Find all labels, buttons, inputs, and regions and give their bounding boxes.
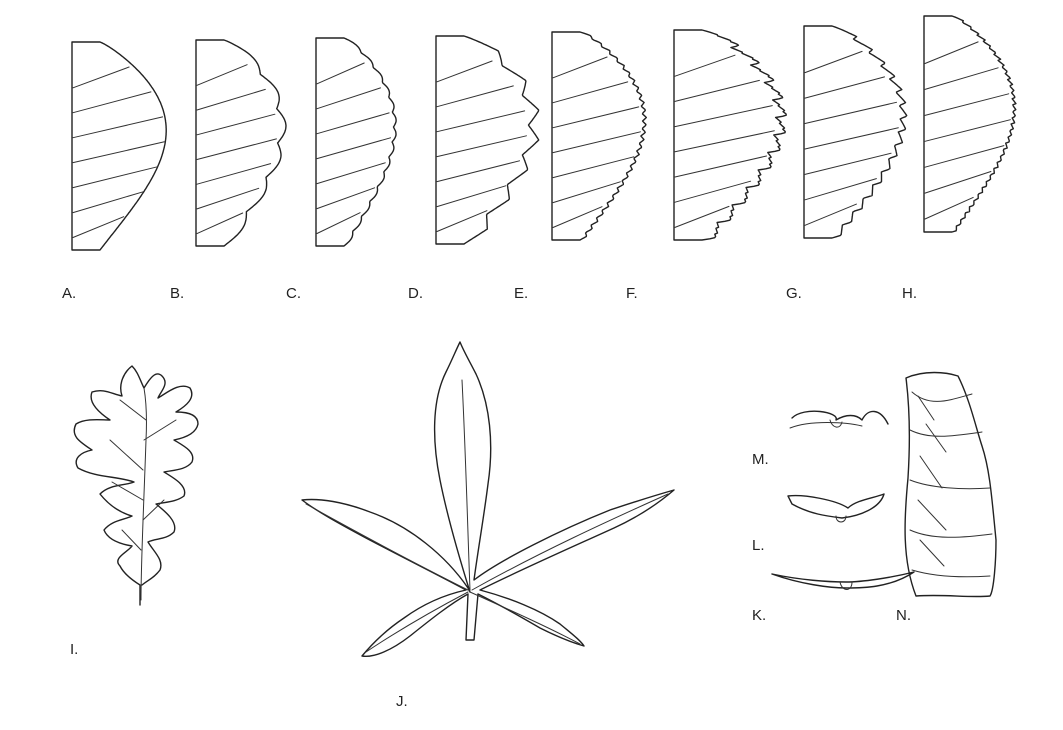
margin-outline-H bbox=[923, 15, 1017, 233]
margin-outline-G bbox=[803, 25, 908, 239]
margin-vein-E bbox=[552, 131, 641, 154]
margin-vein-A bbox=[72, 141, 165, 164]
margin-vein-H bbox=[924, 145, 1005, 168]
margin-vein-D bbox=[436, 135, 527, 158]
section-M-revolute bbox=[789, 410, 889, 429]
margin-vein-C bbox=[316, 87, 381, 110]
margin-vein-G bbox=[804, 152, 892, 175]
label-C: C. bbox=[286, 285, 301, 302]
margin-vein-D bbox=[436, 60, 493, 83]
margin-vein-B bbox=[196, 88, 266, 111]
margin-vein-F bbox=[674, 54, 736, 77]
margin-vein-D bbox=[436, 160, 520, 183]
margin-vein-A bbox=[72, 191, 144, 214]
label-I: I. bbox=[70, 641, 78, 658]
margin-vein-F bbox=[674, 205, 730, 228]
label-J: J. bbox=[396, 693, 408, 710]
margin-vein-B bbox=[196, 138, 277, 160]
margin-vein-A bbox=[72, 216, 125, 238]
margin-vein-G bbox=[804, 101, 897, 124]
margin-vein-A bbox=[72, 91, 152, 114]
margin-vein-G bbox=[804, 178, 877, 201]
margin-vein-C bbox=[316, 62, 365, 85]
label-E: E. bbox=[514, 285, 528, 302]
leaf-N-undulate bbox=[904, 371, 997, 598]
margin-outline-D bbox=[435, 35, 540, 245]
label-D: D. bbox=[408, 285, 423, 302]
margin-vein-G bbox=[804, 127, 899, 150]
label-F: F. bbox=[626, 285, 638, 302]
margin-outline-A bbox=[71, 41, 167, 251]
label-G: G. bbox=[786, 285, 802, 302]
margin-vein-C bbox=[316, 187, 376, 210]
margin-vein-D bbox=[436, 210, 488, 232]
margin-vein-F bbox=[674, 130, 775, 153]
margin-panels-group: A. B. C. D. E. F. G. H. bbox=[62, 15, 1017, 302]
margin-vein-H bbox=[924, 196, 974, 220]
leaf-J-palmate bbox=[301, 341, 675, 657]
margin-vein-E bbox=[552, 56, 608, 79]
margin-vein-C bbox=[316, 162, 386, 185]
margin-vein-G bbox=[804, 76, 885, 99]
label-L: L. bbox=[752, 537, 765, 554]
margin-outline-E bbox=[551, 31, 647, 241]
margin-vein-E bbox=[552, 106, 640, 129]
margin-vein-C bbox=[316, 212, 361, 234]
label-K: K. bbox=[752, 607, 766, 624]
margin-vein-D bbox=[436, 110, 526, 133]
margin-vein-H bbox=[924, 119, 1011, 142]
leaf-I-lobed bbox=[73, 365, 199, 606]
label-H: H. bbox=[902, 285, 917, 302]
margin-vein-D bbox=[436, 85, 514, 108]
margin-vein-G bbox=[804, 203, 857, 226]
label-N: N. bbox=[896, 607, 911, 624]
margin-vein-F bbox=[674, 180, 752, 203]
margin-outline-C bbox=[315, 37, 397, 247]
margin-vein-B bbox=[196, 212, 244, 235]
label-M: M. bbox=[752, 451, 769, 468]
margin-vein-H bbox=[924, 93, 1010, 116]
margin-vein-A bbox=[72, 166, 158, 189]
margin-vein-C bbox=[316, 112, 390, 135]
margin-vein-G bbox=[804, 50, 863, 74]
margin-vein-E bbox=[552, 206, 603, 228]
margin-vein-F bbox=[674, 79, 760, 102]
margin-vein-D bbox=[436, 185, 507, 208]
label-A: A. bbox=[62, 285, 76, 302]
margin-vein-E bbox=[552, 181, 621, 204]
margin-outline-B bbox=[195, 39, 287, 247]
label-B: B. bbox=[170, 285, 184, 302]
margin-vein-F bbox=[674, 105, 773, 128]
margin-vein-C bbox=[316, 137, 391, 160]
margin-vein-A bbox=[72, 66, 130, 89]
section-L-involute bbox=[787, 493, 885, 523]
margin-vein-E bbox=[552, 81, 629, 104]
margin-vein-B bbox=[196, 187, 260, 210]
margin-vein-H bbox=[924, 67, 999, 90]
margin-outline-F bbox=[673, 29, 787, 241]
margin-vein-A bbox=[72, 116, 164, 139]
margin-vein-H bbox=[924, 171, 992, 194]
margin-vein-F bbox=[674, 155, 767, 178]
section-K-flat bbox=[771, 571, 915, 590]
margin-vein-B bbox=[196, 113, 276, 136]
margin-vein-H bbox=[924, 41, 979, 64]
margin-vein-E bbox=[552, 156, 635, 179]
margin-vein-B bbox=[196, 64, 248, 86]
margin-vein-B bbox=[196, 163, 272, 185]
